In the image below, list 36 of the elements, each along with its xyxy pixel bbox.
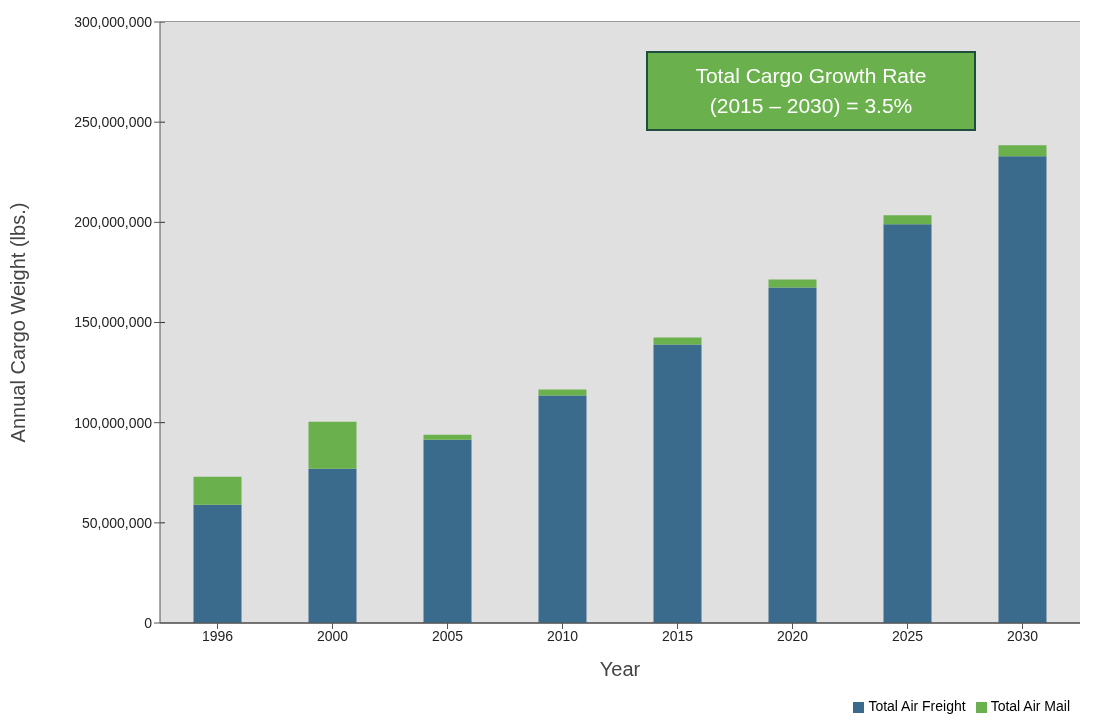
bar xyxy=(423,439,472,623)
x-tick-label: 2010 xyxy=(546,627,579,644)
y-tick-label: 300,000,000 xyxy=(74,13,153,30)
x-tick-label: 2005 xyxy=(431,627,464,644)
y-tick-label: 250,000,000 xyxy=(74,114,153,131)
bar xyxy=(998,156,1047,623)
bar xyxy=(653,337,702,345)
x-tick-label: 2015 xyxy=(661,627,694,644)
bar xyxy=(193,476,242,505)
bar xyxy=(538,395,587,623)
x-tick-label: 2030 xyxy=(1006,627,1039,644)
x-tick-label: 2000 xyxy=(316,627,349,644)
bar xyxy=(768,287,817,623)
y-tick-label: 0 xyxy=(144,614,153,631)
text-box: Total Cargo Growth Rate (2015 – 2030) = 3.5% xyxy=(646,51,976,131)
y-axis-title: Annual Cargo Weight (lbs.) xyxy=(7,202,30,443)
bar xyxy=(423,434,472,440)
bar xyxy=(768,279,817,288)
bar xyxy=(883,224,932,623)
x-tick-label: 1996 xyxy=(201,627,234,644)
y-tick-label: 150,000,000 xyxy=(74,314,153,331)
bar xyxy=(308,468,357,623)
bar xyxy=(653,344,702,623)
x-tick-label: 2025 xyxy=(891,627,924,644)
legend-label: Total Air Freight xyxy=(868,698,966,714)
bar xyxy=(308,421,357,469)
bar xyxy=(883,215,932,225)
legend-label: Total Air Mail xyxy=(990,698,1070,714)
y-tick-label: 100,000,000 xyxy=(74,414,153,431)
x-axis-title: Year xyxy=(599,658,641,680)
bar xyxy=(193,504,242,623)
bar xyxy=(998,145,1047,157)
bar xyxy=(538,389,587,396)
x-tick-label: 2020 xyxy=(776,627,809,644)
y-tick-label: 200,000,000 xyxy=(74,214,153,231)
y-tick-label: 50,000,000 xyxy=(81,514,153,531)
